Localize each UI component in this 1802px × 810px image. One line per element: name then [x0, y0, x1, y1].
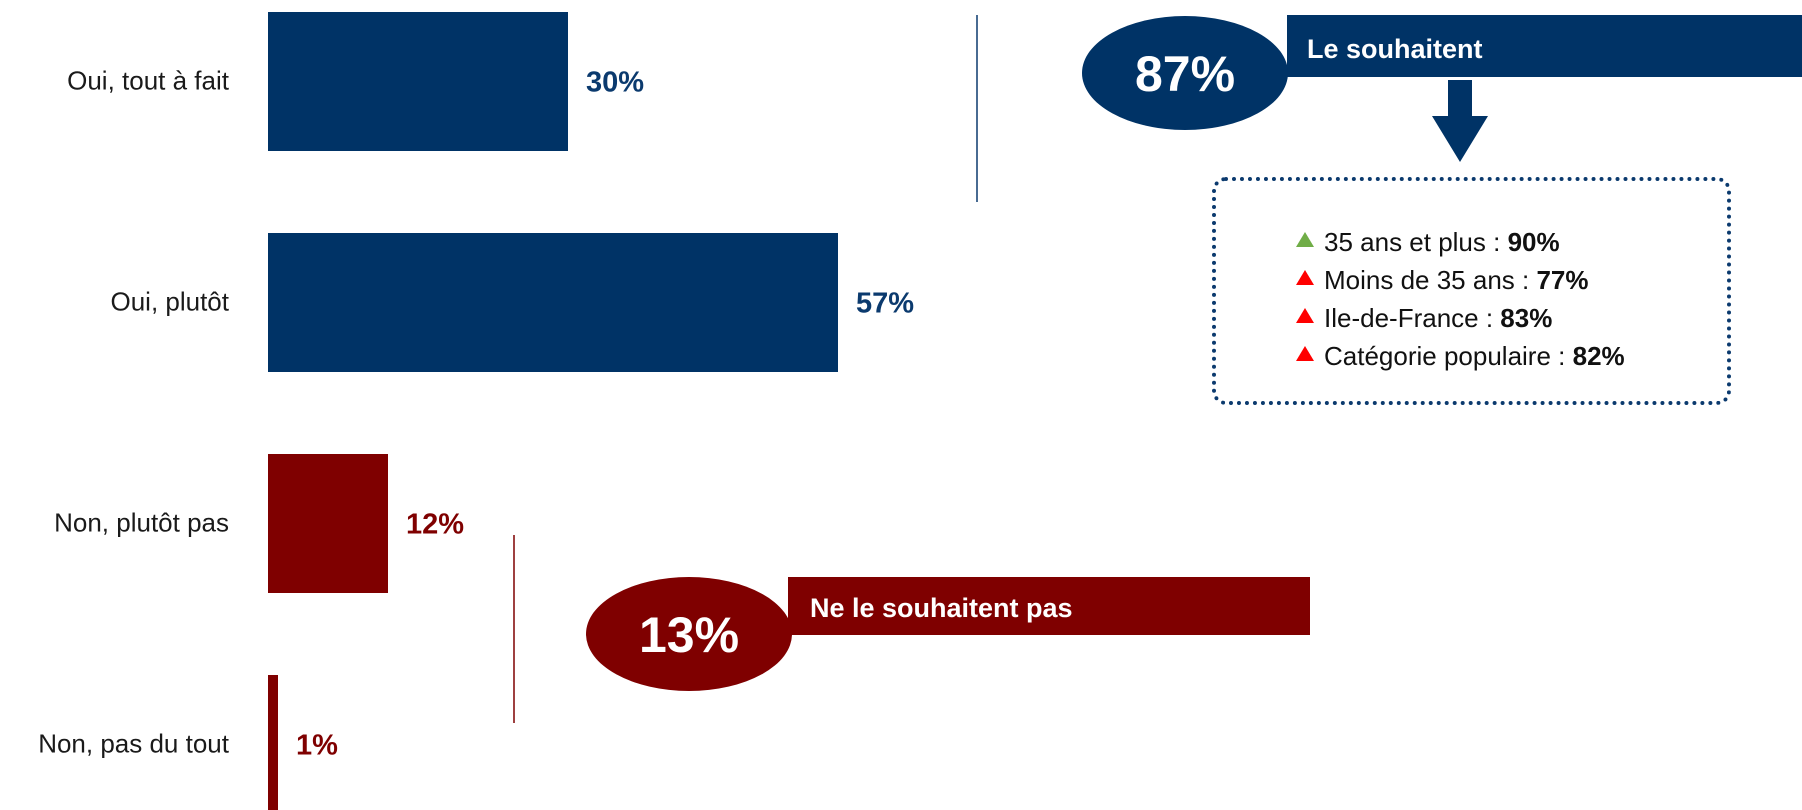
category-label: Oui, tout à fait	[67, 66, 230, 96]
callout-negative-bubble	[586, 577, 792, 691]
bar	[268, 454, 388, 593]
value-label: 12%	[406, 509, 464, 541]
value-label: 30%	[586, 67, 644, 99]
detail-item-label: Ile-de-France :	[1324, 303, 1501, 333]
callout-negative-banner	[788, 577, 1310, 635]
callout-negative: 13% Ne le souhaitent pas	[586, 577, 1310, 691]
up-triangle-icon	[1296, 232, 1314, 247]
category-label: Oui, plutôt	[110, 287, 229, 317]
bar	[268, 233, 838, 372]
bar	[268, 675, 278, 810]
up-triangle-icon	[1296, 308, 1314, 323]
callout-negative-title: Ne le souhaitent pas	[810, 593, 1073, 623]
bar	[268, 12, 568, 151]
callout-positive-title: Le souhaitent	[1307, 34, 1483, 64]
detail-item-value: 83%	[1500, 303, 1553, 333]
detail-item-label: 35 ans et plus :	[1324, 227, 1508, 257]
callout-positive-banner	[1287, 15, 1802, 77]
bars-layer	[268, 12, 838, 810]
category-label: Non, plutôt pas	[54, 508, 229, 538]
detail-item: Moins de 35 ans : 77%	[1296, 261, 1625, 299]
detail-item-value: 82%	[1572, 341, 1625, 371]
callout-positive-bubble	[1082, 16, 1288, 130]
value-label: 57%	[856, 288, 914, 320]
category-label: Non, pas du tout	[38, 729, 230, 759]
detail-item: 35 ans et plus : 90%	[1296, 223, 1625, 261]
detail-item: Catégorie populaire : 82%	[1296, 337, 1625, 375]
detail-item-label: Catégorie populaire :	[1324, 341, 1573, 371]
detail-box: 35 ans et plus : 90% Moins de 35 ans : 7…	[1212, 177, 1731, 405]
up-triangle-icon	[1296, 346, 1314, 361]
detail-item-label: Moins de 35 ans :	[1324, 265, 1537, 295]
detail-list: 35 ans et plus : 90% Moins de 35 ans : 7…	[1296, 223, 1625, 375]
up-triangle-icon	[1296, 270, 1314, 285]
detail-item: Ile-de-France : 83%	[1296, 299, 1625, 337]
down-arrow-icon	[1432, 80, 1488, 162]
callout-negative-pct: 13%	[639, 607, 739, 663]
detail-item-value: 90%	[1507, 227, 1560, 257]
detail-item-value: 77%	[1536, 265, 1589, 295]
callout-positive: 87% Le souhaitent	[1082, 15, 1802, 162]
callout-positive-pct: 87%	[1135, 46, 1235, 102]
labels-layer: Oui, tout à fait 30% Oui, plutôt 57% Non, pl…	[38, 66, 914, 762]
value-label: 1%	[296, 730, 338, 762]
